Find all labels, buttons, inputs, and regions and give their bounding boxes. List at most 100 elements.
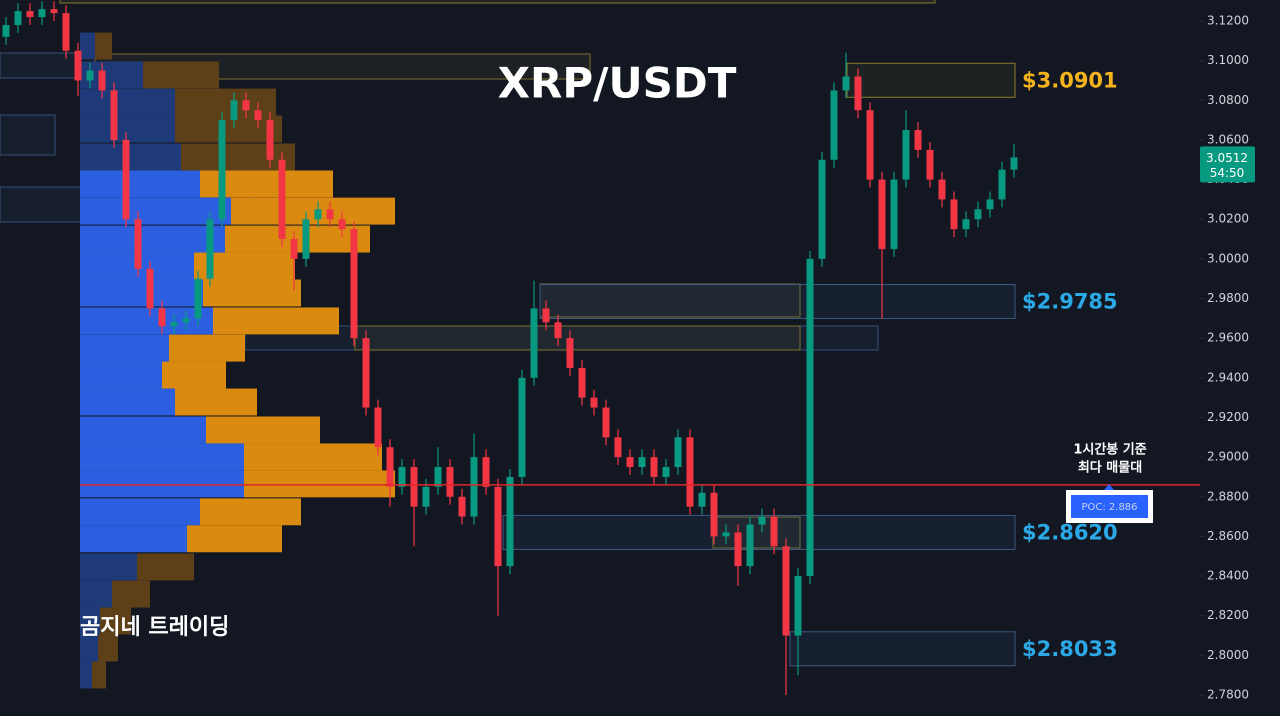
poc-badge: [1071, 495, 1148, 518]
candle-body: [194, 278, 202, 319]
candle-body: [230, 100, 238, 121]
candle-body: [578, 367, 586, 398]
candle-body: [566, 338, 574, 368]
candle-body: [74, 50, 82, 81]
candle-body: [170, 322, 178, 327]
vp-sell-bar: [98, 634, 118, 662]
candle-body: [602, 407, 610, 438]
candle-body: [422, 486, 430, 507]
overlay: POC: 2.886: [80, 484, 1200, 523]
countdown-label: 54:50: [1210, 166, 1245, 180]
candle-body: [26, 11, 34, 18]
candle-body: [470, 457, 478, 517]
vp-sell-bar: [244, 470, 395, 498]
candle-body: [974, 209, 982, 220]
y-tick-label: 3.0800: [1207, 93, 1249, 107]
candle-body: [458, 496, 466, 517]
level-box: [846, 62, 1016, 98]
candle-body: [38, 9, 46, 18]
candle-body: [890, 179, 898, 249]
vp-sell-bar: [169, 334, 245, 362]
candle-body: [614, 437, 622, 458]
y-tick-label: 2.9000: [1207, 450, 1249, 464]
candle-body: [530, 308, 538, 378]
y-tick-label: 3.0600: [1207, 132, 1249, 146]
y-tick-label: 2.9800: [1207, 291, 1249, 305]
candle-body: [734, 532, 742, 567]
candle-body: [2, 24, 10, 37]
y-tick-label: 2.8200: [1207, 608, 1249, 622]
candle-body: [866, 110, 874, 180]
vp-sell-bar: [137, 553, 194, 581]
candle-body: [794, 576, 802, 636]
vp-buy-bar: [80, 170, 200, 198]
y-tick-label: 2.8800: [1207, 489, 1249, 503]
candle-body: [650, 457, 658, 477]
candle-body: [542, 308, 550, 323]
poc-pointer: [1104, 484, 1114, 490]
vp-sell-bar: [143, 61, 219, 89]
vp-buy-bar: [80, 32, 95, 60]
vp-buy-bar: [80, 225, 225, 253]
levels: $3.0901 $2.9785 $2.8620 $2.8033: [502, 62, 1118, 667]
candle-body: [206, 219, 214, 279]
vp-buy-bar: [80, 88, 175, 116]
candle-body: [830, 90, 838, 160]
y-tick-label: 2.8000: [1207, 648, 1249, 662]
vp-sell-bar: [181, 143, 295, 171]
y-axis: 3.12003.10003.08003.06003.04003.02003.00…: [1200, 14, 1255, 701]
vp-buy-bar: [80, 634, 98, 662]
candle-body: [674, 437, 682, 468]
candle-body: [434, 467, 442, 487]
y-tick-label: 2.9200: [1207, 410, 1249, 424]
candle-body: [662, 467, 670, 477]
level-box: [789, 631, 1016, 667]
vp-buy-bar: [80, 197, 231, 225]
volume-profile: [80, 32, 395, 689]
zone-box: [354, 325, 801, 351]
candle-body: [266, 120, 274, 160]
candle-body: [398, 467, 406, 487]
vp-buy-bar: [80, 115, 175, 143]
vp-sell-bar: [162, 361, 226, 389]
candle-body: [746, 524, 754, 567]
candle-body: [638, 457, 646, 468]
vp-sell-bar: [206, 416, 320, 444]
candle-body: [350, 229, 358, 339]
vp-buy-bar: [80, 279, 203, 307]
zone-box: [0, 114, 56, 156]
level-label: $3.0901: [1022, 68, 1118, 92]
vp-sell-bar: [100, 607, 131, 635]
candle-body: [98, 70, 106, 91]
vp-sell-bar: [175, 115, 282, 143]
candle-body: [914, 130, 922, 150]
y-tick-label: 3.1200: [1207, 14, 1249, 28]
vp-buy-bar: [80, 307, 213, 335]
candle-body: [326, 209, 334, 220]
candle-body: [482, 457, 490, 487]
vp-buy-bar: [80, 580, 112, 608]
candle-body: [986, 199, 994, 210]
candle-body: [842, 76, 850, 91]
candle-body: [314, 209, 322, 220]
candle-body: [446, 467, 454, 497]
candle-body: [782, 546, 790, 636]
candle-body: [878, 179, 886, 249]
candle-body: [506, 476, 514, 567]
candle-body: [1010, 157, 1018, 170]
y-tick-label: 2.8600: [1207, 529, 1249, 543]
candle-body: [278, 159, 286, 240]
vp-sell-bar: [244, 443, 382, 471]
candle-body: [290, 239, 298, 259]
candle-body: [110, 90, 118, 140]
candle-body: [122, 139, 130, 220]
candle-body: [134, 219, 142, 269]
candle-body: [374, 407, 382, 448]
vp-sell-bar: [213, 307, 339, 335]
candle-body: [518, 377, 526, 477]
vp-buy-bar: [80, 470, 244, 498]
vp-buy-bar: [80, 607, 100, 635]
candle-body: [854, 76, 862, 111]
chart-title: XRP/USDT: [498, 59, 737, 108]
